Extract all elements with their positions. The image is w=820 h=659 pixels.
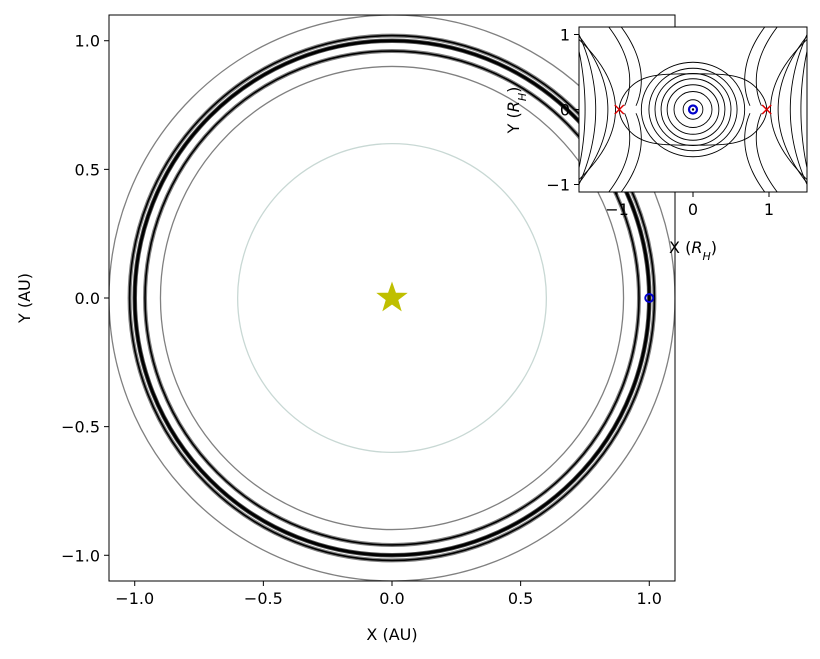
funnel-contour <box>608 113 631 192</box>
hill-contour <box>640 61 746 158</box>
lagrange-marker <box>614 104 625 115</box>
hill-contour <box>682 99 704 120</box>
inset-x-tick-label: 0 <box>688 200 698 219</box>
y-tick-label: 0.0 <box>75 289 100 308</box>
x-tick-label: 0.5 <box>508 589 533 608</box>
outer-contour <box>579 33 597 186</box>
y-tick-label: 1.0 <box>75 32 100 51</box>
hill-contour <box>666 84 720 135</box>
funnel-contour <box>620 113 642 192</box>
funnel-contour <box>755 113 778 192</box>
funnel-contour <box>608 27 631 106</box>
x-tick-label: −1.0 <box>115 589 154 608</box>
y-tick-label: −0.5 <box>61 418 100 437</box>
orbit-circle <box>236 142 548 454</box>
orbit-band-ring <box>144 50 640 546</box>
funnel-contour <box>744 113 766 192</box>
funnel-contour <box>744 27 766 106</box>
y-tick-label: 0.5 <box>75 160 100 179</box>
funnel-contour <box>620 27 642 106</box>
hill-contour <box>673 91 713 128</box>
outer-contour <box>777 35 807 184</box>
inset-x-tick-label: −1 <box>605 200 629 219</box>
inset-plot-marks <box>579 27 807 192</box>
inset-planet-center <box>691 108 695 111</box>
lagrange-marker <box>761 104 772 115</box>
main-plot-marks <box>109 15 675 581</box>
main-y-axis-label: Y (AU) <box>15 273 34 324</box>
inset-x-axis-label: X (RH) <box>669 238 717 263</box>
y-tick-label: −1.0 <box>61 546 100 565</box>
inset-x-tick-label: 1 <box>764 200 774 219</box>
outer-contour <box>800 48 807 171</box>
orbit-band-ring <box>128 34 656 562</box>
funnel-contour <box>755 27 778 106</box>
inset-axis-ticks: −1 0 1 −1 0 1 <box>546 26 774 220</box>
planet-marker <box>644 293 655 303</box>
planet-center <box>648 296 651 300</box>
hill-contour <box>648 67 738 152</box>
outer-contour <box>579 35 609 184</box>
x-tick-label: 0.0 <box>379 589 404 608</box>
x-tick-label: −0.5 <box>244 589 283 608</box>
inset-y-tick-label: 1 <box>560 26 570 45</box>
inset-y-tick-label: −1 <box>546 176 570 195</box>
inset-y-tick-label: 0 <box>560 101 570 120</box>
main-axis-ticks: −1.0 −0.5 0.0 0.5 1.0 −1.0 −0.5 0.0 0.5 1.0 <box>61 32 662 608</box>
orbit-circle <box>159 65 625 531</box>
star-marker <box>376 281 408 312</box>
outer-contour <box>579 48 586 171</box>
outer-contour <box>789 33 807 186</box>
inset-planet-marker <box>687 104 699 115</box>
main-x-axis-label: X (AU) <box>366 625 417 644</box>
orbit-gap-line <box>139 45 645 551</box>
x-tick-label: 1.0 <box>637 589 662 608</box>
hill-contour <box>660 78 726 141</box>
inset-plot: −1 0 1−101 X (RH) Y (RH) <box>504 26 808 263</box>
